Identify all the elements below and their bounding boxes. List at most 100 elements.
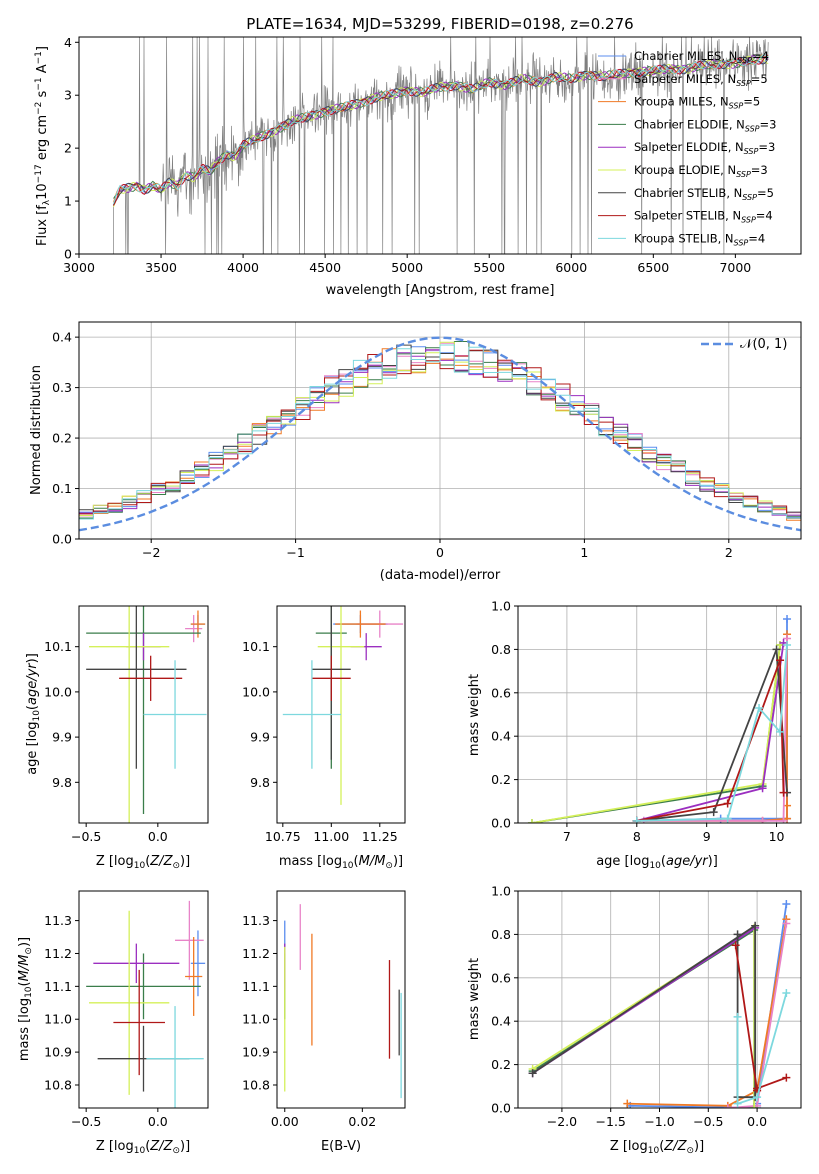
legend-value: =4 — [756, 209, 773, 223]
y-tick-label: 0.2 — [491, 1057, 511, 1072]
y-tick-label: 9.9 — [52, 730, 72, 745]
y-tick-label: 0.1 — [52, 481, 72, 496]
error-bar-9 — [146, 1006, 204, 1108]
legend-value: =5 — [757, 186, 774, 200]
weight-marker — [750, 1104, 759, 1108]
plot-content — [528, 900, 791, 1108]
mass-vs-z-plot: −0.5 0.0 10.8 10.9 11.0 11.1 11.2 11.3 — [44, 890, 209, 1129]
y-tick-label: 0.4 — [491, 1014, 511, 1029]
x-tick-label: −2 — [142, 545, 160, 560]
y-tick-label: 0 — [64, 247, 72, 262]
weight-marker — [731, 941, 740, 950]
legend-text: Kroupa MILES, N — [634, 95, 729, 109]
axes-frame — [78, 605, 209, 824]
weight-marker — [753, 1093, 762, 1102]
error-bar-7 — [86, 606, 187, 769]
x-tick-label: 0.0 — [148, 829, 168, 844]
weight-vs-age-ylabel: mass weight — [467, 674, 482, 756]
spectrum-ylabel-a: Flux [f — [35, 205, 50, 246]
y-tick-label: 11.1 — [242, 979, 270, 994]
x-tick-label: 0 — [436, 545, 444, 560]
x-tick-label: 11.25 — [362, 829, 398, 844]
spectrum-ylabel-sup3: −1 — [34, 77, 44, 90]
weight-marker — [623, 1099, 632, 1108]
y-tick-label: 9.9 — [250, 730, 270, 745]
error-bar-8 — [311, 655, 351, 701]
weight-marker — [709, 808, 718, 817]
spectrum-ylabel-f: ] — [35, 46, 50, 51]
error-bar-6 — [89, 910, 170, 1095]
x-tick-label: 11.00 — [313, 829, 349, 844]
axis-ticks: −0.5 0.0 9.8 9.9 10.0 10.1 — [44, 639, 168, 844]
x-tick-label: 6500 — [637, 260, 669, 275]
x-tick-label: 3500 — [145, 260, 177, 275]
y-tick-label: 1 — [64, 194, 72, 209]
legend-value: =4 — [752, 49, 769, 63]
error-bar-9 — [143, 660, 207, 769]
error-bar-6 — [89, 606, 170, 823]
legend-text: Salpeter ELODIE, N — [634, 140, 744, 154]
legend-entry: 𝒩(0, 1) — [740, 337, 787, 352]
y-tick-label: 0.0 — [52, 532, 72, 547]
plot-content — [79, 336, 801, 532]
legend-sub: SSP — [736, 79, 751, 88]
spectrum-title: PLATE=1634, MJD=53299, FIBERID=0198, z=0… — [246, 15, 633, 33]
x-tick-label: 7 — [563, 829, 571, 844]
plot-content — [86, 900, 206, 1108]
y-tick-label: 0.6 — [491, 970, 511, 985]
y-tick-label: 10.0 — [242, 684, 270, 699]
error-bar-2 — [185, 615, 203, 643]
x-tick-label: −0.5 — [693, 1114, 723, 1129]
y-tick-label: 10.8 — [44, 1077, 72, 1092]
spectrum-ylabel-c: erg cm — [35, 115, 50, 164]
y-tick-label: 4 — [64, 35, 72, 50]
axes-frame — [78, 890, 209, 1109]
legend-entry: Chabrier ELODIE, NSSP=3 — [634, 117, 776, 133]
legend-sub: SSP — [729, 102, 744, 111]
histogram-step-9 — [79, 344, 801, 520]
legend-sub: SSP — [734, 238, 749, 247]
x-tick-label: −2.0 — [547, 1114, 577, 1129]
x-tick-label: −0.5 — [71, 829, 101, 844]
axis-ticks: 7 8 9 10 0.0 0.2 0.4 0.6 0.8 1.0 — [491, 599, 784, 845]
axes-frame — [276, 605, 406, 824]
weight-series-8 — [636, 659, 785, 822]
y-tick-label: 1.0 — [491, 884, 511, 899]
plot-content — [282, 606, 404, 805]
y-tick-label: 11.0 — [242, 1012, 270, 1027]
spectrum-ylabel: Flux [fλ10−17 erg cm−2 s−1 A−1] — [34, 46, 52, 246]
y-tick-label: 0.0 — [491, 1101, 511, 1116]
weight-vs-z-plot: −2.0 −1.5 −1.0 −0.5 0.0 0.0 0.2 0.4 0.6 0.8 1.0 — [491, 884, 802, 1129]
legend-text: Salpeter STELIB, N — [634, 209, 741, 223]
spectrum-plot: 3000 3500 4000 4500 5000 5500 6000 6500 7000 0 1 2 3… — [63, 35, 802, 275]
age-vs-mass-plot: 10.75 11.00 11.25 9.8 9.9 10.0 10.1 — [242, 605, 406, 844]
weight-series-3 — [643, 638, 788, 822]
y-tick-label: 2 — [64, 141, 72, 156]
axis-ticks: −0.5 0.0 10.8 10.9 11.0 11.1 11.2 11.3 — [44, 913, 168, 1129]
axes-frame — [517, 605, 802, 824]
weight-marker — [632, 816, 641, 823]
legend-entry: Kroupa ELODIE, NSSP=3 — [634, 163, 768, 179]
error-bar-3 — [335, 610, 386, 638]
x-tick-label: −1.0 — [644, 1114, 674, 1129]
weight-marker — [733, 930, 742, 939]
y-tick-label: 10.1 — [44, 639, 72, 654]
y-tick-label: 0.0 — [491, 816, 511, 831]
y-tick-label: 0.2 — [491, 772, 511, 787]
weight-marker — [783, 615, 792, 624]
weight-marker — [758, 784, 767, 793]
x-tick-label: 10.75 — [265, 829, 301, 844]
model-spectrum-6 — [113, 55, 769, 208]
y-tick-label: 9.8 — [52, 775, 72, 790]
legend-text: Chabrier ELODIE, N — [634, 117, 745, 131]
x-tick-label: 7000 — [719, 260, 751, 275]
weight-marker — [782, 988, 791, 997]
weight-marker — [776, 656, 785, 665]
weight-marker — [779, 816, 788, 823]
histogram-step-8 — [79, 349, 801, 519]
error-bar-9 — [282, 660, 341, 769]
model-spectrum-4 — [113, 54, 769, 199]
axes-frame — [78, 321, 802, 540]
x-tick-label: −1.5 — [596, 1114, 626, 1129]
